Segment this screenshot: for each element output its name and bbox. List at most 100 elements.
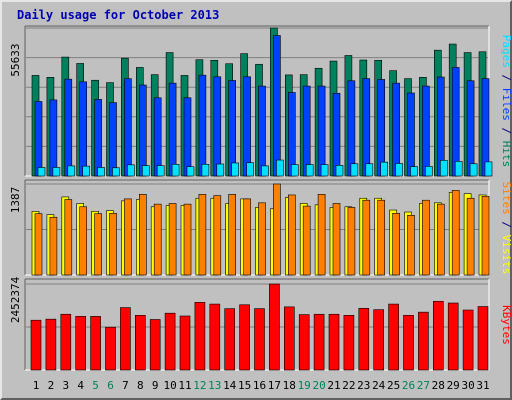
sites-bar xyxy=(124,198,132,276)
kbytes-bar xyxy=(60,313,72,371)
files-bar xyxy=(422,85,430,177)
sites-bar xyxy=(64,199,73,276)
x-tick-label: 8 xyxy=(137,379,144,392)
kbytes-bar xyxy=(283,306,295,371)
kbytes-bar xyxy=(194,302,206,371)
pages-bar xyxy=(350,163,359,177)
x-tick-label: 18 xyxy=(283,379,296,392)
sites-bar xyxy=(347,207,356,276)
pages-bar xyxy=(156,165,165,177)
pages-bar xyxy=(410,166,418,177)
sites-bar xyxy=(213,195,222,276)
pages-bar xyxy=(216,163,225,177)
files-bar xyxy=(287,92,296,177)
sites-bar xyxy=(422,199,430,276)
x-tick-label: 21 xyxy=(327,379,340,392)
sites-bar xyxy=(49,216,58,276)
kbytes-bar xyxy=(90,316,101,371)
kbytes-bar xyxy=(403,314,414,371)
pages-bar xyxy=(112,167,120,177)
pages-bar xyxy=(82,165,90,177)
kbytes-bar xyxy=(313,313,325,371)
legend-entry: Pages xyxy=(500,35,512,75)
files-bar xyxy=(124,78,132,177)
files-bar xyxy=(49,99,58,177)
legend-visits-sites: Sites / Visits xyxy=(500,182,512,275)
files-bar xyxy=(228,80,236,177)
kbytes-bar xyxy=(373,309,385,371)
kbytes-bar xyxy=(164,312,176,371)
legend-entry: Hits xyxy=(500,134,512,167)
files-bar xyxy=(243,76,251,177)
x-tick-label: 11 xyxy=(178,379,191,392)
kbytes-bar xyxy=(343,314,355,371)
pages-bar xyxy=(484,161,493,177)
pages-bar xyxy=(305,164,314,177)
sites-bar xyxy=(302,205,311,276)
pages-bar xyxy=(261,165,269,177)
sites-bar xyxy=(273,183,281,276)
sites-bar xyxy=(392,213,400,276)
files-bar xyxy=(407,92,415,177)
x-tick-label: 17 xyxy=(268,379,281,392)
x-tick-label: 4 xyxy=(77,379,84,392)
sites-bar xyxy=(94,213,102,276)
pages-bar xyxy=(320,164,329,177)
x-tick-label: 5 xyxy=(92,379,99,392)
files-bar xyxy=(213,76,222,177)
kbytes-bar xyxy=(477,306,489,371)
kbytes-bar xyxy=(418,311,429,371)
kbytes-bar xyxy=(328,313,340,371)
legend-entry: Sites xyxy=(500,182,512,222)
files-bar xyxy=(273,35,281,177)
y-max-label: 1387 xyxy=(9,187,22,214)
x-tick-label: 7 xyxy=(122,379,129,392)
kbytes-bar xyxy=(224,308,235,371)
legend-hits-files-pages: Pages / Files / Hits xyxy=(500,35,512,167)
pages-bar xyxy=(439,160,448,177)
kbytes-bar xyxy=(105,326,116,371)
sites-bar xyxy=(287,194,296,276)
sites-bar xyxy=(168,203,177,276)
pages-bar xyxy=(171,163,180,177)
files-bar xyxy=(332,92,341,177)
files-bar xyxy=(258,85,266,177)
files-bar xyxy=(153,97,162,177)
pages-bar xyxy=(335,165,344,177)
pages-bar xyxy=(201,163,210,177)
sites-bar xyxy=(377,199,386,276)
chart-title: Daily usage for October 2013 xyxy=(17,8,220,22)
x-tick-label: 28 xyxy=(432,379,445,392)
kbytes-bar xyxy=(254,308,265,371)
x-tick-label: 22 xyxy=(342,379,355,392)
x-tick-label: 24 xyxy=(372,379,386,392)
x-tick-label: 13 xyxy=(208,379,221,392)
x-tick-label: 12 xyxy=(193,379,206,392)
files-bar xyxy=(392,82,400,177)
kbytes-bar xyxy=(120,307,131,371)
files-bar xyxy=(109,102,117,177)
x-tick-label: 2 xyxy=(48,379,55,392)
pages-bar xyxy=(127,164,135,177)
sites-bar xyxy=(34,213,43,276)
kbytes-bar xyxy=(149,319,161,371)
kbytes-bar xyxy=(239,304,250,371)
x-tick-label: 6 xyxy=(107,379,114,392)
sites-bar xyxy=(451,190,460,276)
kbytes-bar xyxy=(209,303,221,371)
files-bar xyxy=(302,85,311,177)
x-tick-label: 29 xyxy=(447,379,460,392)
files-bar xyxy=(168,82,177,177)
sites-bar xyxy=(407,214,415,276)
sites-bar xyxy=(79,206,87,276)
files-bar xyxy=(347,80,356,177)
files-bar xyxy=(451,67,460,177)
kbytes-bar xyxy=(358,307,370,371)
pages-bar xyxy=(246,162,254,177)
sites-bar xyxy=(436,203,445,276)
files-bar xyxy=(198,74,207,177)
files-bar xyxy=(34,101,43,177)
pages-bar xyxy=(380,161,389,177)
files-bar xyxy=(362,78,371,177)
